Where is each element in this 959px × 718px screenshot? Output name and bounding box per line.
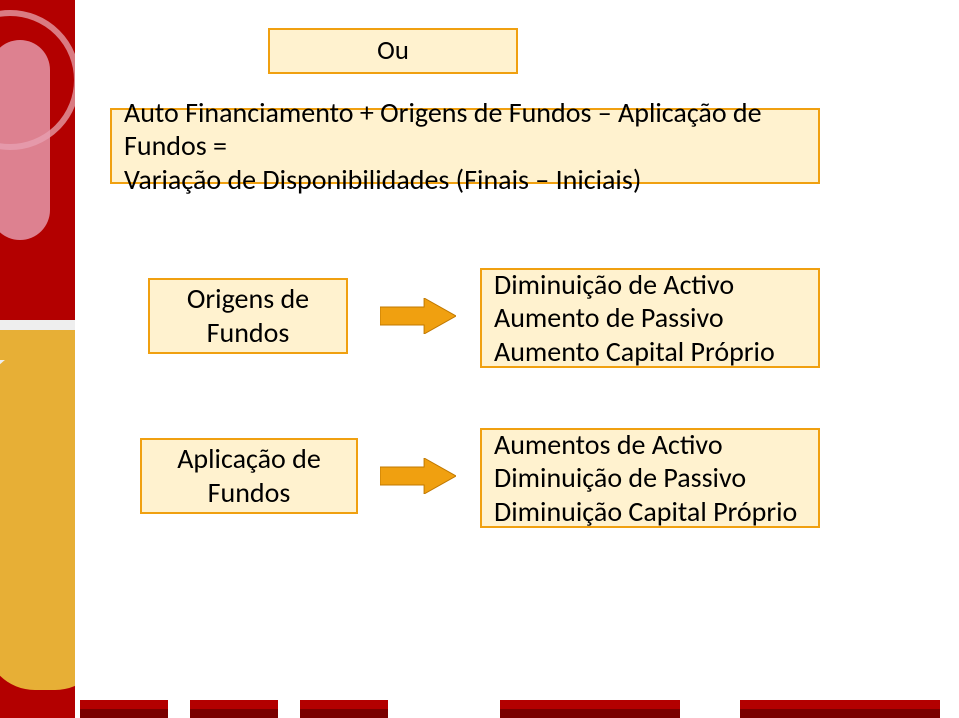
header-text: Ou [377, 35, 409, 67]
origins-label-line1: Origens de [187, 282, 309, 316]
origins-item-2: Aumento de Passivo [494, 301, 806, 335]
applications-label-line1: Aplicação de [177, 442, 321, 476]
applications-list-box: Aumentos de Activo Diminuição de Passivo… [480, 428, 820, 528]
origins-item-1: Diminuição de Activo [494, 268, 806, 302]
applications-item-2: Diminuição de Passivo [494, 461, 806, 495]
applications-item-1: Aumentos de Activo [494, 428, 806, 462]
applications-label-box: Aplicação de Fundos [140, 438, 358, 514]
origins-label-line2: Fundos [187, 316, 309, 350]
formula-line1: Auto Financiamento + Origens de Fundos –… [124, 96, 806, 163]
arrow-applications-icon [380, 458, 456, 494]
left-decorative-stripe [0, 0, 75, 718]
formula-line2: Variação de Disponibilidades (Finais – I… [124, 163, 806, 197]
origins-list-box: Diminuição de Activo Aumento de Passivo … [480, 268, 820, 368]
applications-item-3: Diminuição Capital Próprio [494, 495, 806, 529]
origins-item-3: Aumento Capital Próprio [494, 335, 806, 369]
formula-box: Auto Financiamento + Origens de Fundos –… [110, 108, 820, 184]
header-box: Ou [268, 28, 518, 74]
bottom-decorative-bars [0, 700, 959, 718]
origins-label-box: Origens de Fundos [148, 278, 348, 354]
applications-label-line2: Fundos [177, 476, 321, 510]
arrow-origins-icon [380, 298, 456, 334]
